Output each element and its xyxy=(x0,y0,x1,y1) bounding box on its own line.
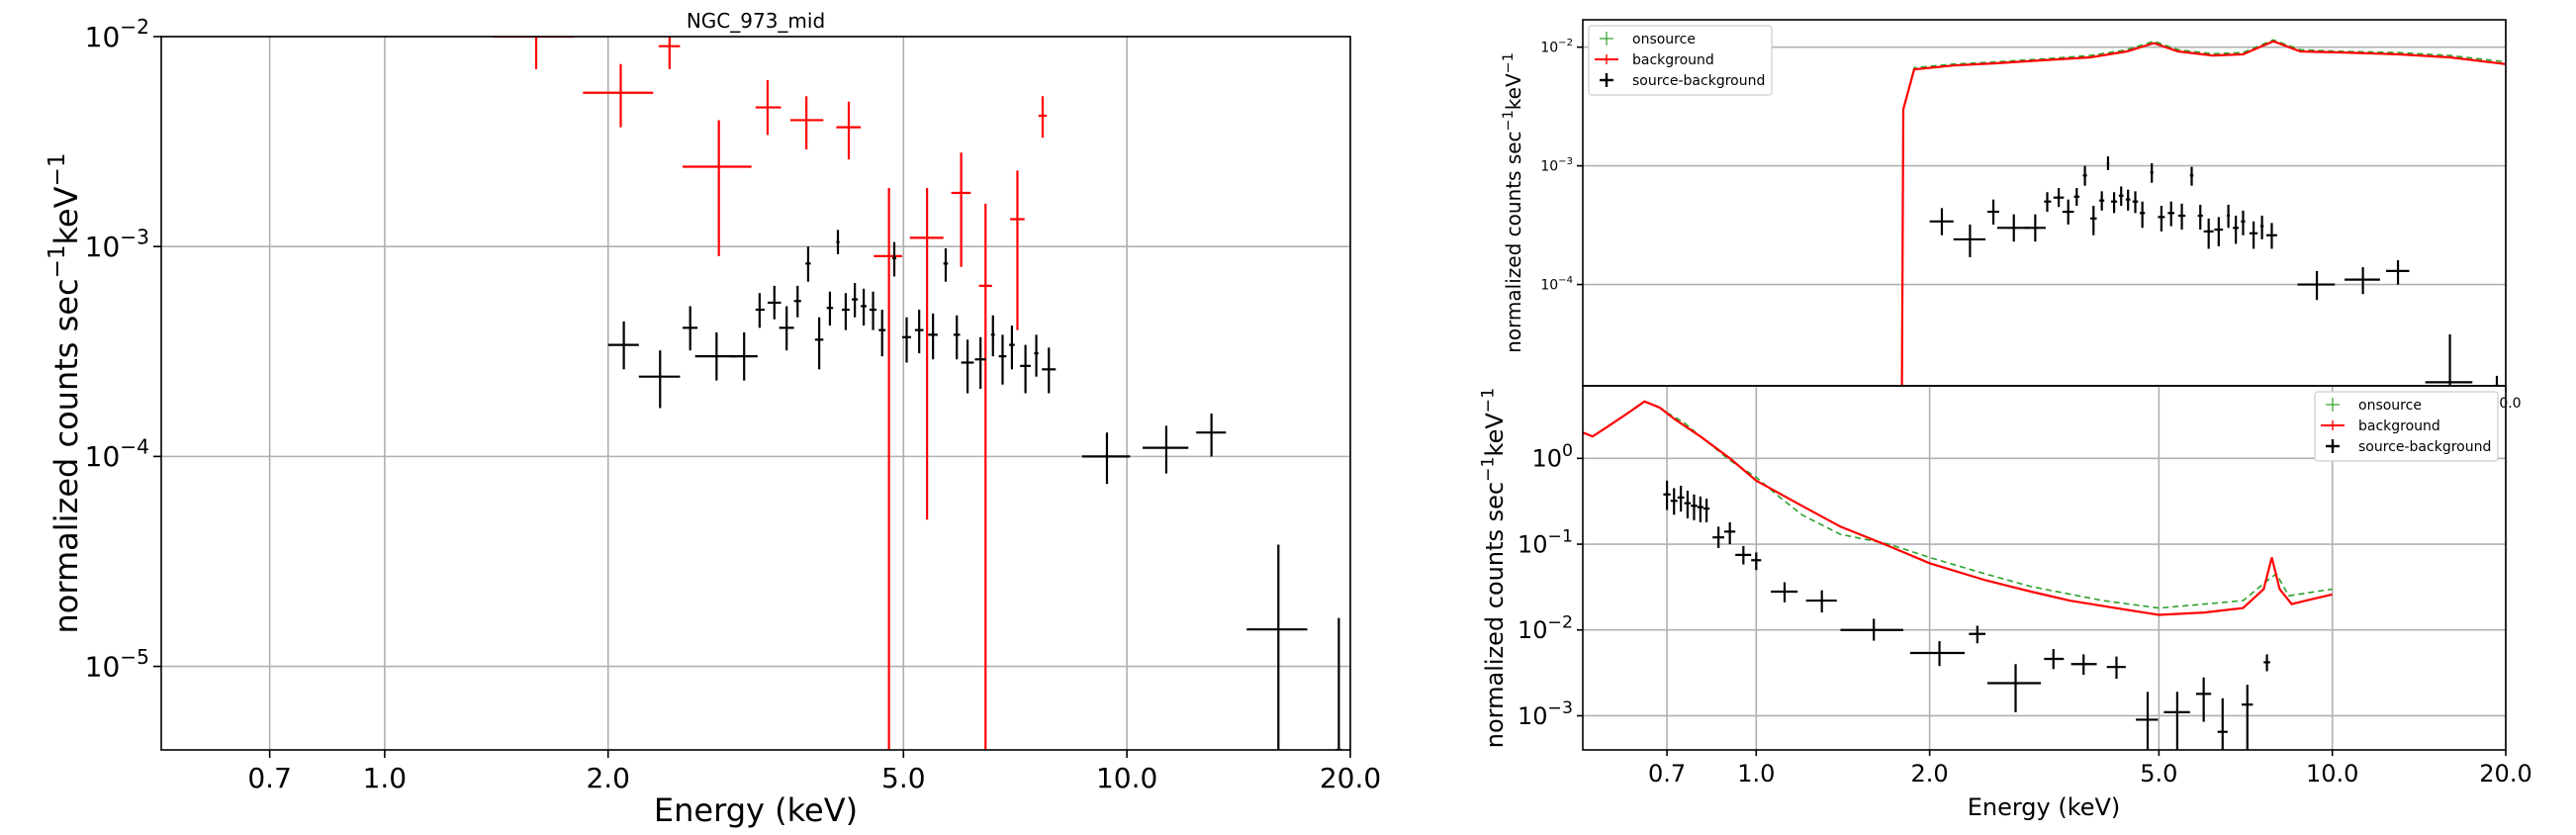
x-tick-label: 5.0 xyxy=(881,762,926,794)
legend: onsource background source-background xyxy=(1588,25,1773,96)
y-tick-label: 10−5 xyxy=(85,645,149,684)
legend-label: source-background xyxy=(1632,73,1765,89)
chart-title: NGC_973_mid xyxy=(687,9,825,33)
y-axis-label: normalized counts sec−1keV−1 xyxy=(45,153,85,634)
y-tick-label: 10−3 xyxy=(85,225,149,263)
source-background-points xyxy=(1929,156,2500,386)
source-background-points xyxy=(1663,480,2270,750)
y-tick-label: 10−1 xyxy=(1518,527,1573,559)
data-layer xyxy=(493,37,1342,750)
x-tick-label: 1.0 xyxy=(363,762,408,794)
background-line xyxy=(1900,40,2506,386)
data-layer xyxy=(1583,400,2333,750)
tick-labels: 0.7 1.0 2.0 5.0 10.0 20.0 10−5 10−4 10−3 10−2 xyxy=(85,15,1382,794)
chart-panel-1: 0.7 1.0 2.0 5.0 10.0 20.0 10−5 10−4 10−3 10−2 NGC_… xyxy=(45,9,1381,829)
data-layer xyxy=(1900,39,2506,386)
x-tick-label: 5.0 xyxy=(2140,760,2177,788)
legend-label: onsource xyxy=(1632,32,1696,47)
y-tick-label: 10−2 xyxy=(1518,612,1573,644)
plot-frame xyxy=(160,36,1351,751)
x-tick-label: 10.0 xyxy=(1096,762,1157,794)
x-tick-label: 1.0 xyxy=(1737,760,1775,788)
plot-frame xyxy=(1582,385,2507,751)
onsource-line xyxy=(1666,412,2333,609)
x-tick-label: 2.0 xyxy=(1911,760,1949,788)
x-tick-label: 10.0 xyxy=(2306,760,2358,788)
x-tick-label: 20.0 xyxy=(2479,760,2531,788)
legend-box xyxy=(2314,391,2499,462)
x-axis-label: Energy (keV) xyxy=(1968,793,2121,821)
legend-box xyxy=(1588,25,1773,96)
y-axis-label: normalized counts sec−1keV−1 xyxy=(1478,388,1509,748)
y-tick-label: 100 xyxy=(1531,441,1573,473)
x-tick-label: 0.7 xyxy=(247,762,292,794)
legend-label: source-background xyxy=(2358,439,2491,455)
chart-panel-3: 0.7 1.0 2.0 5.0 10.0 20.0 10−3 10−2 10−1 100 Energ… xyxy=(1478,385,2532,821)
background-line xyxy=(1583,400,2333,616)
legend-label: background xyxy=(2358,418,2440,434)
y-tick-label: 10−4 xyxy=(1540,275,1573,293)
x-tick-label: 2.0 xyxy=(586,762,630,794)
onsource-line xyxy=(1902,39,2506,110)
y-tick-label: 10−2 xyxy=(1540,38,1573,55)
x-tick-label: 0.7 xyxy=(1648,760,1686,788)
legend-label: background xyxy=(1632,52,1714,68)
y-tick-label: 10−2 xyxy=(85,15,149,53)
series-1-points xyxy=(493,37,1048,750)
x-axis-label: Energy (keV) xyxy=(654,791,858,829)
y-tick-label: 10−3 xyxy=(1540,156,1573,174)
y-axis-label: normalized counts sec−1keV−1 xyxy=(1501,52,1525,353)
tick-labels: 0.7 1.0 2.0 5.0 10.0 20.0 10−3 10−2 10−1 100 xyxy=(1518,441,2532,788)
y-tick-label: 10−3 xyxy=(1518,698,1573,730)
x-tick-label: 20.0 xyxy=(1320,762,1381,794)
legend-label: onsource xyxy=(2358,398,2422,414)
y-tick-label: 10−4 xyxy=(85,435,149,474)
grid-lines xyxy=(161,36,1351,750)
legend: onsource background source-background xyxy=(2314,391,2499,462)
series-2-points xyxy=(607,230,1342,750)
